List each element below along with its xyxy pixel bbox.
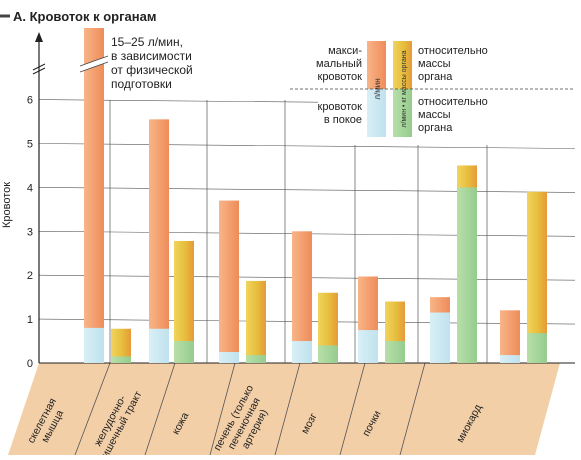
bar-rel-rest [111,356,131,363]
bar-abs-rest [149,328,169,363]
bar-break-gap [80,56,108,72]
category-divider [399,362,426,456]
y-tick-label: 4 [27,182,33,194]
legend-rest-label: кровоток в покое [318,101,363,126]
bar-rel-rest [174,341,194,363]
grid-line [38,187,576,193]
y-axis-label: Кровоток [1,182,13,228]
legend-unit-rel: л/мин • кг массы органа [401,50,408,127]
y-axis-arrow [35,32,43,42]
category-divider [339,362,366,456]
grid-line [38,143,576,149]
category-divider [209,362,236,456]
y-tick-label: 2 [27,270,33,282]
bar-abs-max [219,200,239,363]
bar-abs-rest [84,327,104,363]
y-tick-label: 6 [27,95,33,107]
legend-box [318,41,576,145]
legend-swatch-rel-rest [393,89,412,137]
legend-swatch-abs-rest [367,89,386,137]
bar-rel-rest [385,341,405,363]
axis-break-mark [32,63,46,71]
bar-abs-rest [219,352,239,363]
bar-rel-max [174,240,194,363]
category-divider [274,362,301,456]
legend-per-mass-top: относительно массы органа [418,45,488,83]
legend-per-mass-bottom: относительно массы органа [418,96,488,134]
bar-abs-rest [292,341,312,363]
bar-rel-max [246,280,266,363]
bar-rel-rest [527,333,547,363]
category-divider [74,362,111,456]
bar-rel-rest [246,355,266,363]
category-divider [144,362,176,456]
bar-abs-rest [430,312,450,363]
bar-abs-max [500,310,520,363]
bar-rel-max [111,328,131,363]
y-tick-label: 3 [27,226,33,238]
y-tick-label: 1 [27,314,33,326]
bar-abs-max [84,28,104,363]
bar-rel-rest [457,187,477,363]
bar-break-line [79,55,109,67]
bar-rel-rest [318,345,338,363]
legend-max-label: макси-мальный кровоток [316,45,362,83]
y-tick-label: 0 [27,358,33,370]
bar-rel-max [527,191,547,363]
axis-break-mark [32,67,46,75]
bar-abs-rest [500,355,520,363]
floor-area [8,363,560,455]
legend-unit-abs: л/мин [373,78,382,99]
bar-break-line [79,61,109,73]
bar-abs-rest [358,330,378,363]
bar-abs-max [149,119,169,363]
chart-title: А. Кровоток к органам [13,9,156,24]
y-tick-label: 5 [27,139,33,151]
annotation-text: 15–25 л/мин, в зависимости от физической по… [111,35,193,91]
bar-abs-max [292,231,312,363]
